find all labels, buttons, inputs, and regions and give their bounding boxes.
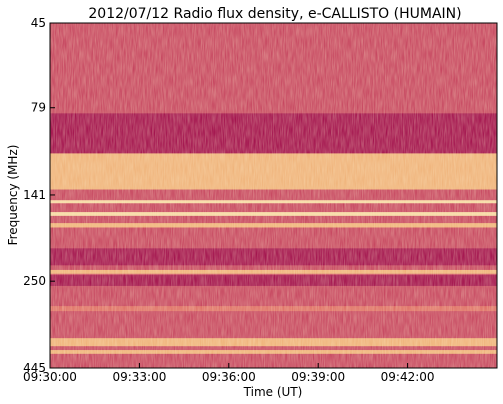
plot-frame [49, 22, 498, 369]
x-axis: 09:30:00 09:33:00 09:36:00 09:39:00 09:42:00 [23, 363, 435, 384]
y-axis: 45 79 141 250 445 [23, 16, 55, 375]
chart-title: 2012/07/12 Radio flux density, e-CALLIST… [88, 6, 461, 22]
y-tick-label: 79 [31, 101, 46, 115]
x-tick-label: 09:30:00 [23, 370, 77, 384]
y-tick-label: 250 [23, 274, 46, 288]
plot-area [49, 22, 498, 369]
x-tick-label: 09:36:00 [202, 370, 256, 384]
y-axis-label: Frequency (MHz) [6, 145, 20, 246]
spectrogram-texture [50, 23, 497, 368]
x-axis-label: Time (UT) [243, 385, 303, 399]
x-tick-label: 09:42:00 [381, 370, 435, 384]
y-tick-label: 445 [23, 361, 46, 375]
y-tick-label: 141 [23, 188, 46, 202]
x-tick-label: 09:33:00 [112, 370, 166, 384]
y-tick-label: 45 [31, 16, 46, 30]
x-tick-label: 09:39:00 [291, 370, 345, 384]
